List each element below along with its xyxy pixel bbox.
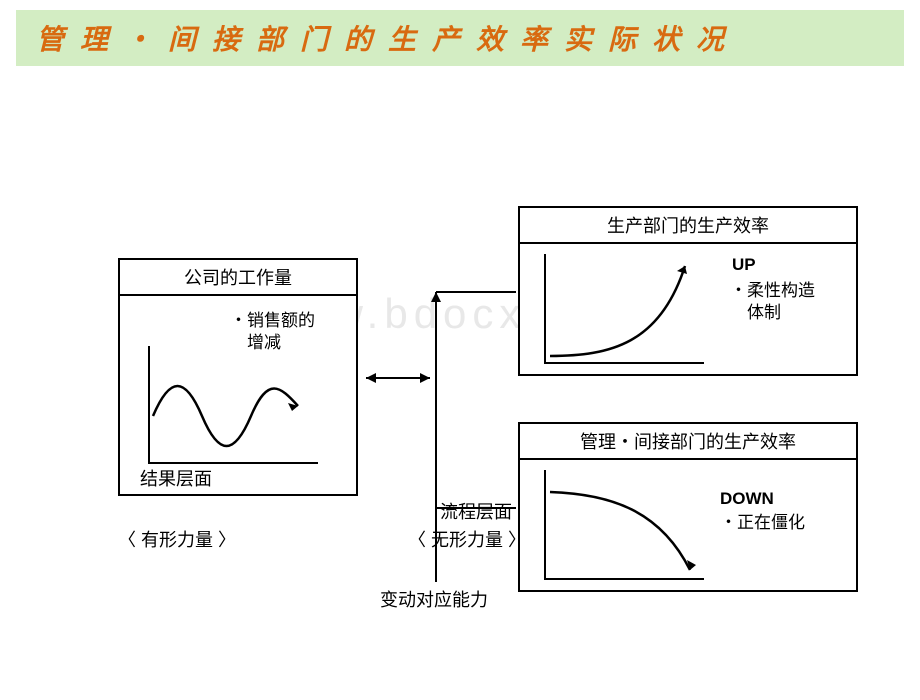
diagram-canvas: 公司的工作量 ・销售额的 增减 结果层面 〈 有形力量 〉 生产部门的生产效率 … (0, 66, 920, 686)
connector-lines-icon (0, 66, 920, 686)
page-title: 管理・间接部门的生产效率实际状况 (16, 10, 904, 66)
